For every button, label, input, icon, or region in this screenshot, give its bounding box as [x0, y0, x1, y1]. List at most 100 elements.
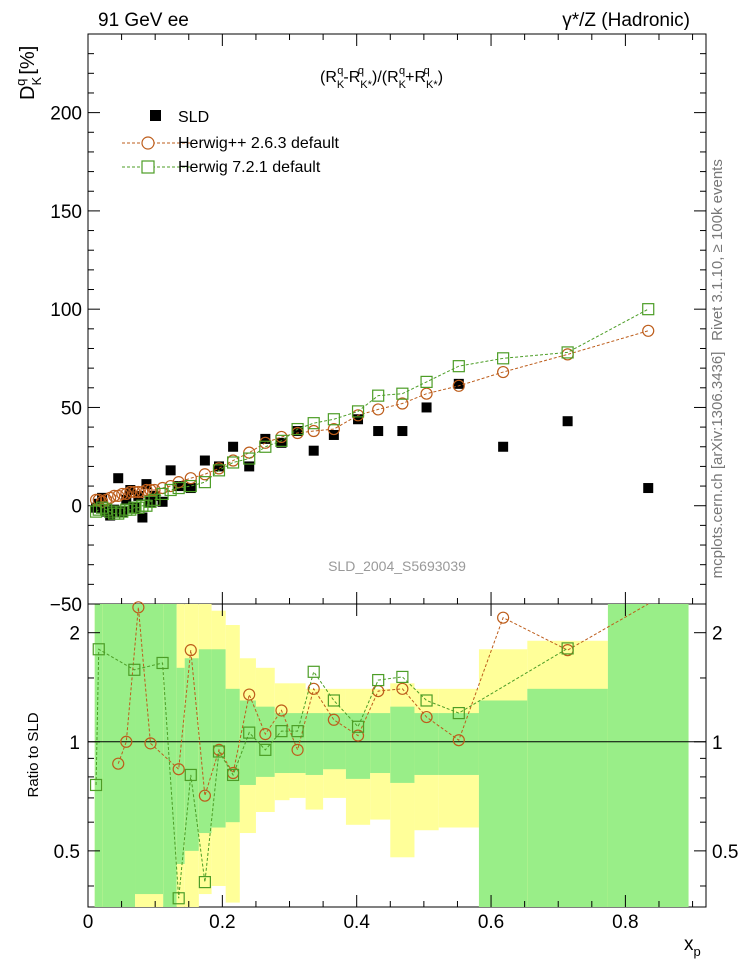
- ratio-herwig7-point: [561, 642, 574, 655]
- x-axis-label: xp: [684, 934, 701, 959]
- herwig7-data-point: [327, 413, 340, 426]
- herwigpp-data-point: [116, 487, 129, 501]
- ratio-herwigpp-point: [452, 734, 465, 747]
- sld-data-point: [353, 414, 364, 425]
- herwig7-data-point: [351, 405, 365, 418]
- herwig7-data-point: [259, 440, 272, 453]
- ratio-herwigpp-point: [351, 729, 365, 742]
- herwig7-data-point: [116, 505, 129, 518]
- herwig7-data-point: [100, 503, 113, 516]
- ratio-series-line-0: [117, 603, 649, 796]
- ratio-band-inner: [390, 706, 415, 783]
- legend: SLD Herwig++ 2.6.3 default Herwig 7.2.1 …: [122, 109, 340, 176]
- main-ytick-label: 50: [61, 398, 82, 419]
- main-ytick-label: 0: [71, 497, 82, 518]
- sld-data-point: [117, 506, 128, 517]
- herwig7-data-point: [172, 481, 185, 495]
- ratio-herwig7-point: [156, 656, 169, 670]
- mcplots-label: mcplots.cern.ch [arXiv:1306.3436]: [709, 352, 726, 579]
- ratio-herwigpp-point: [144, 737, 157, 750]
- legend-herwigpp-marker: [141, 136, 155, 150]
- ratio-herwigpp-point: [132, 601, 145, 614]
- sld-data-point: [137, 512, 148, 523]
- ratio-band-inner: [102, 604, 136, 907]
- herwigpp-data-point: [396, 397, 409, 410]
- herwigpp-data-point: [642, 324, 655, 337]
- herwigpp-data-point: [327, 422, 340, 436]
- herwigpp-data-point: [144, 483, 157, 497]
- herwigpp-data-point: [140, 483, 153, 497]
- header-right: γ*/Z (Hadronic): [562, 10, 690, 31]
- herwigpp-data-point: [148, 483, 161, 497]
- ratio-herwig7-point: [259, 743, 272, 756]
- herwig7-data-point: [212, 464, 226, 477]
- sld-data-point: [260, 433, 271, 444]
- ratio-herwig7-point: [212, 745, 226, 758]
- ratio-herwig7-point: [226, 768, 240, 782]
- ratio-herwig7-point: [291, 725, 304, 738]
- xtick-label: 0: [83, 912, 94, 933]
- ratio-band-inner: [289, 713, 306, 774]
- header-left: 91 GeV ee: [98, 10, 189, 31]
- herwigpp-data-point: [307, 424, 320, 438]
- ratio-herwigpp-point: [198, 789, 211, 802]
- herwigpp-data-point: [372, 403, 385, 416]
- rivet-version-label: Rivet 3.1.10, ≥ 100k events: [709, 159, 726, 341]
- ratio-herwigpp-point: [243, 688, 256, 701]
- herwig7-data-point: [452, 360, 465, 373]
- ratio-herwigpp-point: [184, 644, 197, 657]
- ratio-herwigpp-point: [172, 763, 185, 776]
- main-ytick-label: −50: [50, 595, 82, 616]
- herwig7-data-point: [243, 452, 256, 465]
- ratio-herwig7-point: [372, 673, 385, 687]
- ratio-herwigpp-point: [275, 704, 288, 717]
- herwig7-data-point: [420, 375, 433, 388]
- xtick-label: 0.8: [612, 912, 638, 933]
- legend-sld-marker: [150, 110, 161, 121]
- analysis-id: SLD_2004_S5693039: [328, 558, 466, 574]
- ratio-herwigpp-point: [396, 682, 409, 695]
- herwigpp-data-point: [132, 485, 145, 499]
- ratio-band-inner: [305, 713, 324, 775]
- sld-data-point: [373, 426, 384, 437]
- ratio-band-inner: [345, 713, 371, 779]
- sld-data-point: [228, 441, 239, 452]
- ratio-herwigpp-point: [420, 710, 433, 724]
- ratio-ytick-label-right: 1: [712, 733, 723, 754]
- ratio-band-inner: [94, 604, 103, 907]
- herwig7-data-point: [642, 303, 655, 316]
- sld-data-point: [173, 481, 184, 492]
- sld-data-point: [165, 465, 176, 476]
- ratio-herwig7-point: [351, 720, 365, 733]
- ratio-herwigpp-point: [291, 743, 304, 756]
- herwig7-data-point: [164, 483, 177, 497]
- main-ytick-label: 150: [50, 202, 82, 223]
- ratio-band-inner: [478, 700, 528, 907]
- ratio-panel-frame: [87, 603, 707, 908]
- ratio-herwig7-point: [243, 726, 256, 739]
- ratio-panel-bands: [88, 604, 706, 907]
- title-formula: (RKq-RK*q)/(RKq+RK*q): [320, 65, 443, 91]
- ratio-herwig7-point: [198, 875, 211, 889]
- sld-data-point: [562, 416, 573, 427]
- herwig7-data-point: [226, 456, 240, 469]
- herwigpp-data-point: [452, 379, 465, 392]
- sld-data-point: [498, 441, 509, 452]
- xtick-label: 0.2: [209, 912, 235, 933]
- xtick-label: 0.4: [343, 912, 370, 933]
- herwig7-data-point: [275, 434, 288, 447]
- ratio-herwigpp-point: [307, 682, 320, 695]
- ratio-herwigpp-point: [112, 757, 125, 770]
- herwigpp-data-point: [198, 468, 211, 481]
- ratio-band-inner: [176, 667, 185, 864]
- herwig7-data-point: [307, 417, 320, 430]
- ratio-ytick-label-right: 0.5: [712, 842, 738, 863]
- ratio-herwig7-point: [184, 768, 197, 782]
- ratio-herwig7-point: [275, 725, 288, 738]
- ratio-herwig7-point: [396, 670, 409, 684]
- ratio-band-inner: [163, 604, 177, 907]
- ratio-herwigpp-point: [497, 611, 510, 624]
- herwig7-data-point: [291, 422, 304, 436]
- ratio-ytick-label: 0.5: [54, 842, 80, 863]
